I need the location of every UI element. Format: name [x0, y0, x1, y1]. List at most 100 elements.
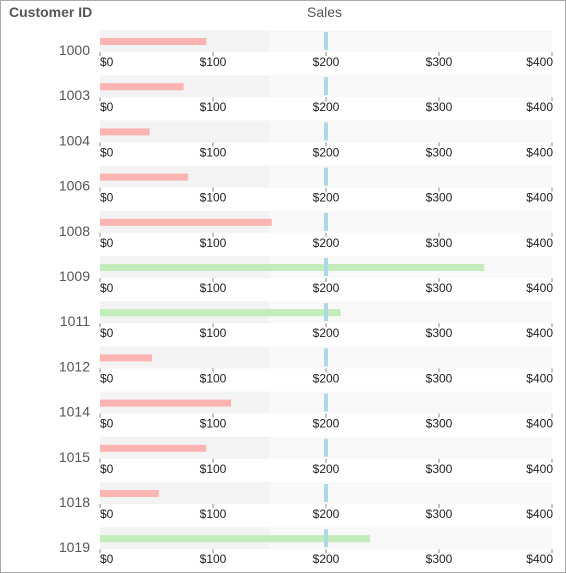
tick-label: $200: [313, 55, 340, 69]
tick-label: $200: [313, 552, 340, 566]
range-band: [269, 30, 552, 52]
tick-label: $400: [526, 507, 553, 521]
customer-id-label: 1014: [59, 404, 90, 420]
tick-label: $300: [426, 55, 453, 69]
tick-label: $400: [526, 417, 553, 431]
range-band: [269, 482, 552, 504]
customer-id-label: 1011: [60, 313, 90, 329]
range-band: [269, 391, 552, 414]
customer-id-label: 1000: [59, 42, 90, 58]
tick-label: $0: [100, 371, 114, 385]
row-1006: 1006 $0 $100 $200 $300 $400: [59, 165, 553, 205]
tick-label: $300: [426, 236, 453, 250]
row-1003: 1003 $0 $100 $200 $300 $400: [59, 75, 553, 114]
tick-label: $300: [426, 145, 453, 159]
range-band: [269, 75, 552, 98]
tick-label: $400: [526, 236, 553, 250]
tick-label: $200: [313, 145, 340, 159]
tick-label: $0: [100, 326, 114, 340]
range-band: [100, 75, 270, 98]
row-1000: 1000 $0 $100 $200 $300 $400: [59, 30, 553, 69]
value-bar: [100, 354, 152, 362]
tick-label: $100: [200, 507, 227, 521]
tick-label: $0: [100, 191, 114, 205]
tick-label: $0: [100, 507, 114, 521]
customer-id-label: 1012: [59, 358, 90, 374]
range-band: [100, 346, 270, 369]
range-band: [269, 527, 552, 550]
tick-label: $0: [100, 100, 114, 114]
customer-id-label: 1015: [59, 449, 90, 465]
tick-label: $100: [200, 100, 227, 114]
tick-label: $300: [426, 281, 453, 295]
tick-label: $200: [313, 371, 340, 385]
tick-label: $200: [313, 191, 340, 205]
range-band: [269, 120, 552, 143]
row-1008: 1008 $0 $100 $200 $300 $400: [59, 210, 553, 250]
target-marker: [324, 77, 328, 96]
tick-label: $300: [426, 417, 453, 431]
tick-label: $400: [526, 326, 553, 340]
tick-label: $0: [100, 417, 114, 431]
tick-label: $100: [200, 417, 227, 431]
tick-label: $400: [526, 371, 553, 385]
row-1011: 1011 $0 $100 $200 $300 $400: [60, 301, 553, 340]
tick-label: $300: [426, 552, 453, 566]
tick-label: $100: [200, 236, 227, 250]
tick-label: $100: [200, 326, 227, 340]
customer-id-label: 1009: [59, 268, 90, 284]
customer-id-label: 1018: [59, 494, 90, 510]
target-marker: [324, 258, 328, 276]
tick-label: $400: [526, 100, 553, 114]
target-marker: [324, 484, 328, 502]
range-band: [100, 482, 270, 504]
range-band: [269, 165, 552, 188]
tick-label: $100: [200, 552, 227, 566]
row-1009: 1009 $0 $100 $200 $300 $400: [59, 256, 553, 295]
target-marker: [324, 438, 328, 457]
tick-label: $400: [526, 462, 553, 476]
target-marker: [324, 393, 328, 412]
tick-label: $400: [526, 191, 553, 205]
tick-label: $100: [200, 55, 227, 69]
tick-label: $200: [313, 236, 340, 250]
row-1004: 1004 $0 $100 $200 $300 $400: [59, 120, 553, 159]
tick-label: $400: [526, 281, 553, 295]
value-bar: [100, 535, 371, 543]
tick-label: $300: [426, 191, 453, 205]
tick-label: $0: [100, 55, 114, 69]
tick-label: $200: [313, 100, 340, 114]
value-bar: [100, 173, 189, 181]
value-bar: [100, 218, 272, 226]
range-band: [269, 210, 552, 233]
customer-id-label: 1003: [59, 87, 90, 103]
tick-label: $100: [200, 145, 227, 159]
range-band: [269, 436, 552, 459]
tick-label: $100: [200, 462, 227, 476]
tick-label: $300: [426, 462, 453, 476]
customer-id-header: Customer ID: [9, 4, 93, 20]
tick-label: $0: [100, 145, 114, 159]
range-band: [100, 120, 270, 143]
value-bar: [100, 83, 184, 91]
tick-label: $200: [313, 417, 340, 431]
value-bar: [100, 490, 159, 497]
range-band: [269, 301, 552, 324]
tick-label: $200: [313, 326, 340, 340]
tick-label: $200: [313, 507, 340, 521]
value-bar: [100, 444, 207, 452]
sales-header: Sales: [307, 4, 343, 20]
tick-label: $400: [526, 145, 553, 159]
tick-label: $300: [426, 326, 453, 340]
value-bar: [100, 128, 150, 136]
tick-label: $100: [200, 281, 227, 295]
tick-label: $300: [426, 100, 453, 114]
tick-label: $0: [100, 462, 114, 476]
row-1014: 1014 $0 $100 $200 $300 $400: [59, 391, 553, 431]
customer-id-label: 1006: [59, 178, 90, 194]
tick-label: $100: [200, 371, 227, 385]
value-bar: [100, 264, 485, 271]
target-marker: [324, 212, 328, 231]
target-marker: [324, 529, 328, 548]
